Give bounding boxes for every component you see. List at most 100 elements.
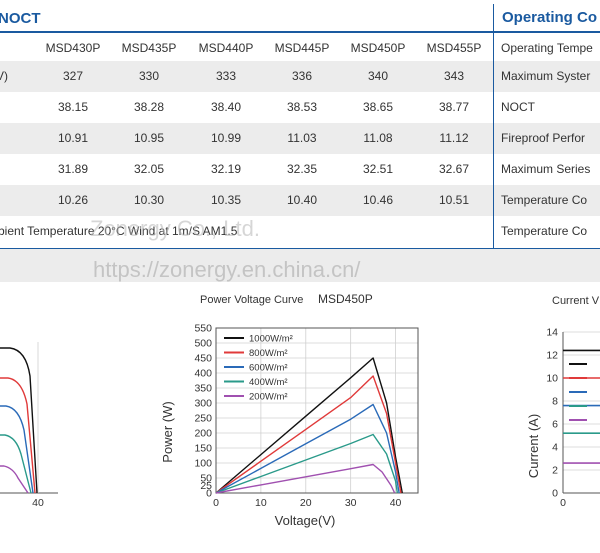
table-row: 10.91 10.95 10.99 11.03 11.08 11.12 — [0, 123, 493, 154]
legend-label: 200W/m² — [249, 392, 288, 403]
table-cell: 327 — [62, 69, 84, 83]
current-voltage-chart: Current V Current (A) 0 2 4 6 8 10 12 14 0 — [526, 295, 600, 509]
table-cell: 336 — [291, 69, 313, 83]
table-cell: 38.65 — [362, 100, 394, 114]
plot-frame — [215, 327, 419, 494]
x-tick-label: 40 — [32, 497, 44, 509]
series-line — [215, 433, 399, 494]
row-label: V) — [0, 69, 8, 83]
x-tick-label: 0 — [560, 497, 566, 509]
table-cell: 10.51 — [438, 193, 470, 207]
table-cell: 32.19 — [210, 162, 242, 176]
table-row: 10.26 10.30 10.35 10.40 10.46 10.51 — [0, 185, 493, 216]
x-tick-label: 40 — [390, 497, 402, 509]
table-cell: 11.08 — [363, 131, 393, 145]
y-tick-label: 0 — [552, 488, 558, 500]
chart-subtitle: MSD450P — [318, 292, 373, 306]
chart-title: Power Voltage Curve — [200, 294, 303, 306]
operating-item: NOCT — [501, 100, 535, 114]
series-line — [215, 463, 396, 494]
left-chart: 40 — [0, 342, 58, 509]
operating-item: Maximum Syster — [494, 61, 600, 92]
table-cell: 11.03 — [287, 131, 317, 145]
y-tick-label: 450 — [194, 353, 212, 365]
table-cell: 10.40 — [286, 193, 318, 207]
y-tick-label: 25 — [200, 480, 212, 492]
table-cell: 343 — [443, 69, 465, 83]
table-cell: 38.15 — [57, 100, 89, 114]
y-tick-label: 6 — [552, 419, 558, 431]
chart-title: Current V — [552, 295, 600, 307]
column-divider — [493, 4, 494, 248]
operating-item: Temperature Co — [501, 224, 588, 238]
x-tick-label: 30 — [345, 497, 357, 509]
table-cell: 31.89 — [57, 162, 89, 176]
y-tick-label: 14 — [546, 327, 558, 339]
header-divider — [0, 31, 600, 33]
y-tick-label: 250 — [194, 413, 212, 425]
column-header: MSD455P — [426, 41, 482, 55]
table-cell: 10.46 — [362, 193, 394, 207]
table-cell: 330 — [138, 69, 160, 83]
watermark-company: Zonergy Co., Ltd. — [90, 216, 260, 241]
operating-item: Maximum Series — [501, 162, 591, 176]
operating-item: Temperature Co — [494, 185, 600, 216]
table-cell: 38.77 — [438, 100, 470, 114]
y-tick-label: 200 — [194, 428, 212, 440]
table-cell: 32.51 — [362, 162, 394, 176]
series-line — [215, 403, 400, 494]
table-cell: 10.91 — [57, 131, 89, 145]
table-cell: 10.95 — [133, 131, 165, 145]
table-cell: 10.35 — [210, 193, 242, 207]
series-line — [0, 405, 34, 494]
series-line — [0, 434, 32, 494]
table-header-row: MSD430P MSD435P MSD440P MSD445P MSD450P … — [0, 33, 493, 64]
table-cell: 10.99 — [210, 131, 242, 145]
table-cell: 32.35 — [286, 162, 318, 176]
y-tick-label: 12 — [546, 350, 558, 362]
y-tick-label: 350 — [194, 383, 212, 395]
table-header: NOCT — [0, 4, 492, 32]
section-title: NOCT — [0, 10, 41, 27]
table-cell: 38.40 — [210, 100, 242, 114]
x-tick-label: 20 — [300, 497, 312, 509]
x-tick-label: 0 — [213, 497, 219, 509]
footnote: bient Temperature 20°C Wind at 1m/S AM1.… — [0, 224, 238, 238]
y-tick-label: 0 — [206, 488, 212, 500]
table-row: 31.89 32.05 32.19 32.35 32.51 32.67 — [0, 154, 493, 185]
series-line — [215, 375, 402, 494]
section-divider — [0, 248, 600, 249]
series-line — [215, 357, 403, 494]
operating-title: Operating Co — [502, 9, 598, 26]
series-line — [0, 377, 36, 494]
table-cell: 11.12 — [439, 131, 469, 145]
table-cell: 10.30 — [133, 193, 165, 207]
legend-label: 800W/m² — [249, 348, 288, 359]
table-cell: 10.26 — [57, 193, 89, 207]
y-tick-label: 10 — [546, 373, 558, 385]
power-voltage-chart: Power Voltage Curve MSD450P Power (W) Vo… — [160, 292, 419, 528]
column-header: MSD435P — [121, 41, 177, 55]
y-tick-label: 8 — [552, 396, 558, 408]
series-line — [0, 347, 38, 494]
table-cell: 333 — [215, 69, 237, 83]
table-row: 38.15 38.28 38.40 38.53 38.65 38.77 — [0, 92, 493, 123]
column-header: MSD450P — [350, 41, 406, 55]
table-cell: 340 — [367, 69, 389, 83]
y-tick-label: 50 — [200, 473, 212, 485]
table-row: V) 327 330 333 336 340 343 — [0, 61, 493, 92]
y-tick-label: 2 — [552, 465, 558, 477]
x-axis-label: Voltage(V) — [275, 513, 336, 528]
table-footnote-row: bient Temperature 20°C Wind at 1m/S AM1.… — [0, 216, 493, 247]
y-tick-label: 550 — [194, 323, 212, 335]
table-cell: 38.53 — [286, 100, 318, 114]
band — [0, 248, 600, 282]
y-tick-label: 400 — [194, 368, 212, 380]
y-axis-label: Current (A) — [526, 414, 541, 478]
y-tick-label: 300 — [194, 398, 212, 410]
y-axis-label: Power (W) — [160, 401, 175, 462]
x-tick-label: 10 — [255, 497, 267, 509]
series-line — [0, 465, 29, 494]
y-tick-label: 500 — [194, 338, 212, 350]
column-header: MSD445P — [274, 41, 330, 55]
